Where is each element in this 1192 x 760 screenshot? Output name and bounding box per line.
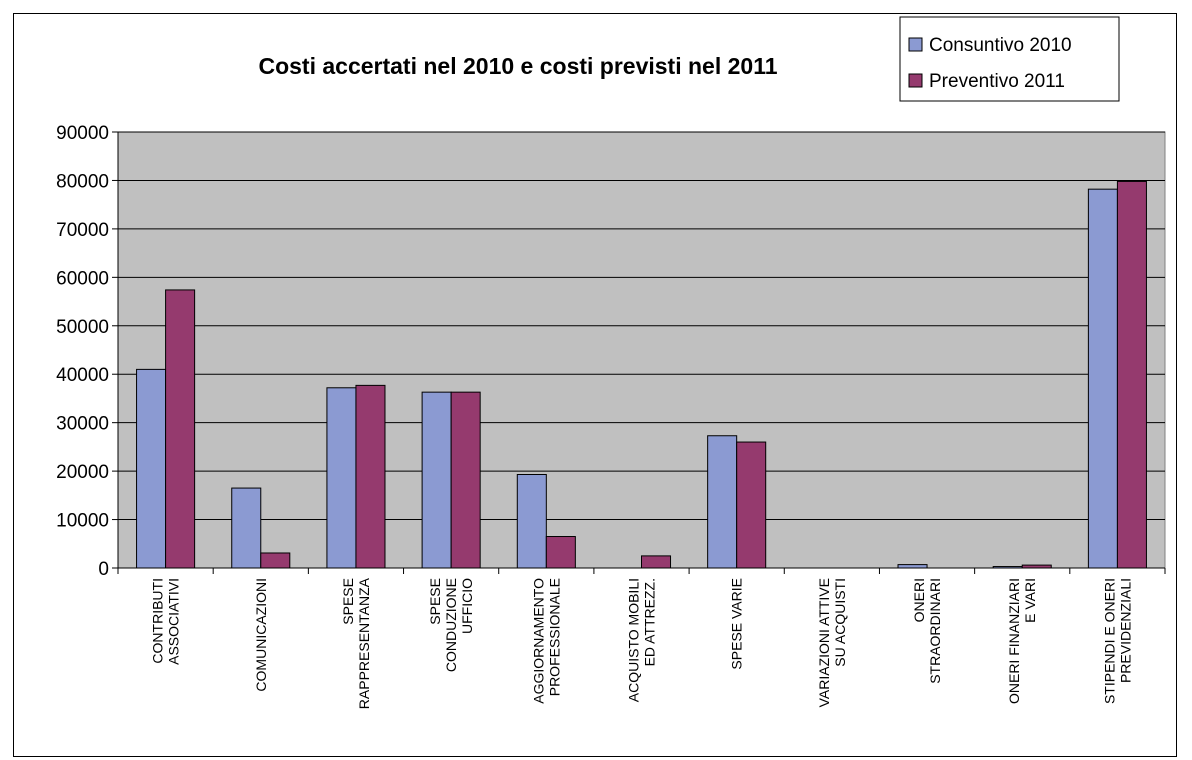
category-label: AGGIORNAMENTO bbox=[530, 578, 546, 704]
category-label: UFFICIO bbox=[459, 578, 475, 634]
bar bbox=[707, 435, 738, 569]
category-label: STRAORDINARI bbox=[927, 578, 943, 684]
y-tick-label: 0 bbox=[98, 559, 109, 580]
category-label: ASSOCIATIVI bbox=[166, 578, 182, 665]
bar-chart: Costi accertati nel 2010 e costi previst… bbox=[56, 16, 1166, 709]
category-label: ONERI FINANZIARI bbox=[1006, 578, 1022, 704]
category-label: VARIAZIONI ATTIVE bbox=[816, 578, 832, 707]
bar bbox=[231, 487, 262, 569]
category-label: SPESE VARIE bbox=[729, 578, 745, 670]
bar bbox=[545, 536, 576, 569]
bar bbox=[516, 474, 547, 569]
plot-area bbox=[117, 131, 1166, 569]
y-tick-label: 40000 bbox=[56, 365, 109, 386]
category-label: RAPPRESENTANZA bbox=[356, 577, 372, 709]
bar bbox=[136, 368, 167, 569]
y-tick-label: 90000 bbox=[56, 123, 109, 144]
y-tick-label: 30000 bbox=[56, 414, 109, 435]
legend-label-preventivo: Preventivo 2011 bbox=[929, 71, 1065, 92]
category-label: ACQUISTO MOBILI bbox=[626, 578, 642, 702]
category-label: COMUNICAZIONI bbox=[253, 578, 269, 692]
category-label: PREVIDENZIALI bbox=[1117, 578, 1133, 683]
category-label: E VARI bbox=[1022, 578, 1038, 623]
category-label: STIPENDI E ONERI bbox=[1101, 578, 1117, 704]
bar bbox=[450, 391, 481, 569]
y-tick-label: 80000 bbox=[56, 171, 109, 192]
bar bbox=[1116, 180, 1147, 569]
bar bbox=[897, 564, 928, 569]
category-label: SPESE bbox=[427, 578, 443, 625]
bar bbox=[421, 391, 452, 569]
bar bbox=[165, 289, 196, 569]
category-label: CONTRIBUTI bbox=[150, 578, 166, 664]
legend-box bbox=[899, 16, 1120, 102]
category-label: SU ACQUISTI bbox=[832, 578, 848, 667]
y-tick-label: 10000 bbox=[56, 511, 109, 532]
bar bbox=[326, 387, 357, 569]
bar bbox=[641, 555, 672, 569]
bar bbox=[736, 441, 767, 569]
axes: 0 10000 20000 30000 40000 50000 60000 70000 8000… bbox=[56, 123, 1166, 709]
legend-swatch-consuntivo bbox=[908, 37, 923, 52]
chart-container: Costi accertati nel 2010 e costi previst… bbox=[13, 13, 1177, 757]
legend-label-consuntivo: Consuntivo 2010 bbox=[929, 35, 1072, 56]
y-tick-label: 70000 bbox=[56, 220, 109, 241]
chart-title: Costi accertati nel 2010 e costi previst… bbox=[258, 53, 777, 79]
y-tick-label: 50000 bbox=[56, 317, 109, 338]
category-label: ED ATTREZZ. bbox=[642, 578, 658, 666]
y-tick-label: 20000 bbox=[56, 462, 109, 483]
bar bbox=[1087, 188, 1118, 569]
category-label: SPESE bbox=[340, 578, 356, 625]
bars bbox=[136, 180, 1147, 569]
legend: Consuntivo 2010 Preventivo 2011 bbox=[899, 16, 1120, 102]
y-tick-label: 60000 bbox=[56, 268, 109, 289]
category-label: CONDUZIONE bbox=[443, 578, 459, 672]
category-label: ONERI bbox=[911, 578, 927, 622]
category-label: PROFESSIONALE bbox=[546, 578, 562, 696]
gridlines bbox=[118, 131, 1165, 521]
bar bbox=[260, 552, 291, 569]
legend-swatch-preventivo bbox=[908, 73, 923, 88]
bar bbox=[355, 384, 386, 569]
